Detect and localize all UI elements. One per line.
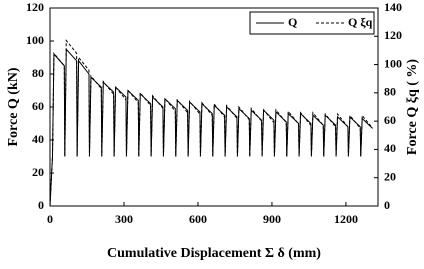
y2-tick-label: 40 xyxy=(384,141,396,155)
y2-tick-label: 80 xyxy=(384,85,396,99)
y-tick-label: 0 xyxy=(38,198,44,212)
x-tick-label: 600 xyxy=(189,212,207,226)
legend-label: Q ξq xyxy=(348,15,373,29)
y-axis-title: Force Q (kN) xyxy=(6,67,21,146)
y2-tick-label: 0 xyxy=(384,198,390,212)
y-tick-label: 100 xyxy=(26,33,44,47)
series-line xyxy=(49,47,373,207)
x-tick-label: 1200 xyxy=(334,212,358,226)
y2-tick-label: 120 xyxy=(384,28,402,42)
y-tick-label: 80 xyxy=(32,66,44,80)
x-tick-label: 0 xyxy=(47,212,53,226)
legend-label: Q xyxy=(288,15,297,29)
y2-tick-label: 60 xyxy=(384,113,396,127)
y-tick-label: 60 xyxy=(32,99,44,113)
y2-tick-label: 100 xyxy=(384,56,402,70)
legend-box xyxy=(249,11,375,35)
y2-tick-label: 140 xyxy=(384,0,402,14)
x-tick-label: 300 xyxy=(115,212,133,226)
y-tick-label: 40 xyxy=(32,132,44,146)
x-tick-label: 900 xyxy=(263,212,281,226)
y-tick-label: 120 xyxy=(26,0,44,14)
series-line xyxy=(49,39,373,207)
y-tick-label: 20 xyxy=(32,165,44,179)
y2-axis-title: Force Q ξq ( %) xyxy=(405,59,420,156)
y2-tick-label: 20 xyxy=(384,169,396,183)
x-axis-title: Cumulative Displacement Σ δ (mm) xyxy=(107,246,321,261)
